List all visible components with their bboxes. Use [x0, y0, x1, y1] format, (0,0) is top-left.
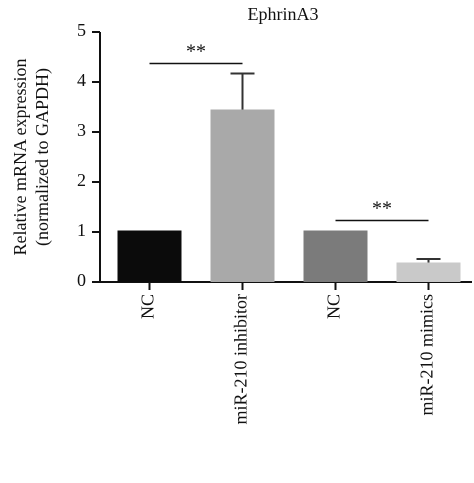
x-tick-label: miR-210 inhibitor	[231, 294, 251, 425]
y-tick-label: 0	[77, 270, 86, 290]
y-tick-label: 3	[77, 120, 86, 140]
bar	[117, 230, 182, 282]
bar	[396, 262, 461, 282]
y-tick-label: 1	[77, 220, 86, 240]
y-axis-label: (normalized to GAPDH)	[32, 68, 53, 246]
bar	[303, 230, 368, 282]
x-tick-label: NC	[324, 294, 344, 319]
x-tick-label: NC	[138, 294, 158, 319]
y-axis-label: Relative mRNA expression	[10, 59, 30, 256]
y-tick-label: 2	[77, 170, 86, 190]
y-tick-label: 4	[77, 70, 86, 90]
chart-title: EphrinA3	[248, 4, 319, 24]
bar	[210, 109, 275, 282]
significance-label: **	[372, 198, 392, 220]
significance-label: **	[186, 41, 206, 63]
x-tick-label: miR-210 mimics	[417, 294, 437, 416]
y-tick-label: 5	[77, 20, 86, 40]
